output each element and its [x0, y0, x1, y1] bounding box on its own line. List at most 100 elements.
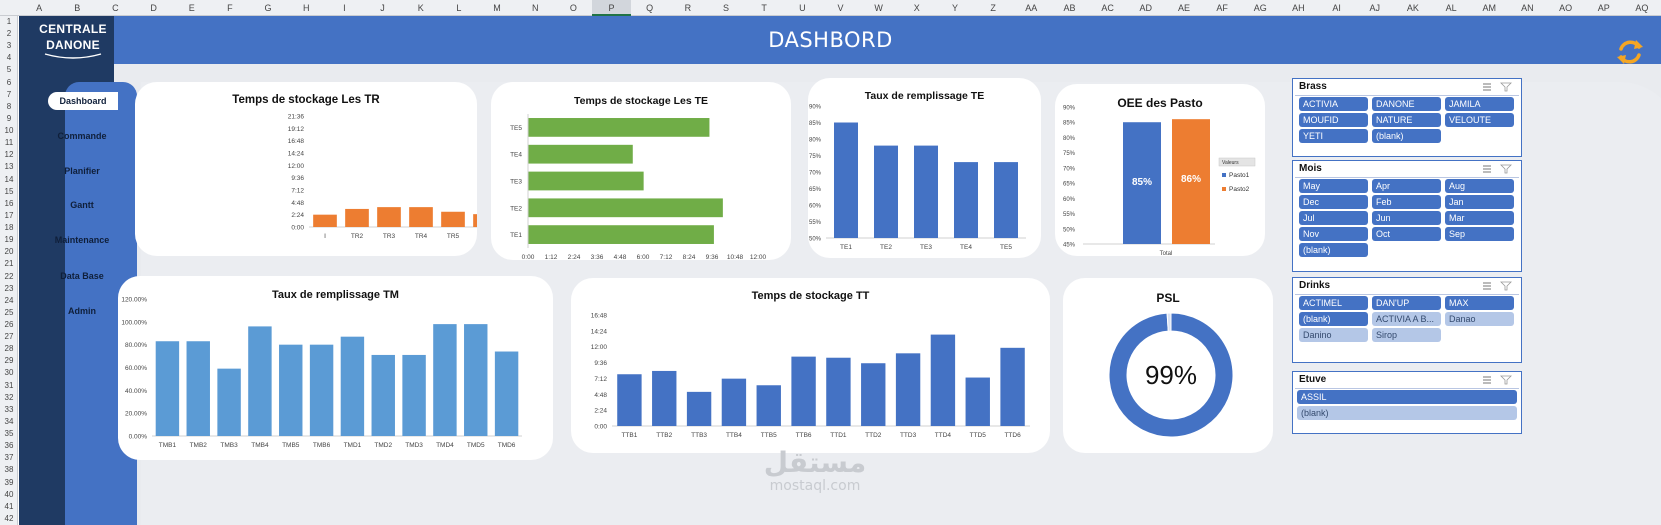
- row-header[interactable]: 32: [4, 392, 14, 402]
- bar-te3[interactable]: [914, 145, 938, 238]
- slicer-item[interactable]: Dec: [1299, 195, 1368, 209]
- row-header[interactable]: 24: [4, 295, 14, 305]
- column-header[interactable]: AN: [1521, 3, 1534, 13]
- slicer-item[interactable]: ACTIVIA: [1299, 97, 1368, 111]
- bar-ttd6[interactable]: [1000, 347, 1025, 426]
- slicer-item[interactable]: Apr: [1372, 179, 1441, 193]
- slicer-item[interactable]: (blank): [1297, 406, 1517, 420]
- column-header[interactable]: K: [417, 3, 424, 13]
- column-header[interactable]: Q: [646, 3, 654, 13]
- column-header[interactable]: L: [456, 3, 462, 13]
- chart-card-tt[interactable]: Temps de stockage TT 0:00 2:24 4:48 7:12 9:3…: [571, 278, 1050, 453]
- row-header[interactable]: 6: [6, 77, 12, 87]
- column-header[interactable]: AC: [1101, 3, 1114, 13]
- column-header[interactable]: E: [188, 3, 195, 13]
- bar-tmb1[interactable]: [155, 341, 180, 436]
- bar-tmd2[interactable]: [371, 354, 395, 436]
- column-header[interactable]: AL: [1445, 3, 1457, 13]
- column-header[interactable]: Z: [990, 3, 996, 13]
- bar-pasto1[interactable]: [1123, 122, 1161, 244]
- nav-item-commande[interactable]: Commande: [57, 131, 107, 141]
- bar-te2[interactable]: [874, 145, 898, 238]
- chart-card-oee[interactable]: OEE des Pasto 45% 50% 55% 60% 65% 70% 75% 80% 85…: [1055, 84, 1265, 256]
- column-header[interactable]: H: [302, 3, 310, 13]
- row-header[interactable]: 17: [4, 210, 14, 220]
- row-header[interactable]: 30: [4, 368, 14, 378]
- bar-te1[interactable]: [528, 225, 714, 244]
- column-header[interactable]: AJ: [1369, 3, 1381, 13]
- column-header[interactable]: J: [380, 3, 385, 13]
- bar-tmb6[interactable]: [309, 344, 334, 436]
- row-header[interactable]: 12: [4, 150, 14, 160]
- row-header[interactable]: 15: [4, 186, 14, 196]
- bar-pasto2[interactable]: [1172, 119, 1210, 244]
- slicer-item[interactable]: Sep: [1445, 227, 1514, 241]
- column-header[interactable]: AD: [1139, 3, 1153, 13]
- chart-card-psl[interactable]: PSL 99%: [1063, 278, 1273, 453]
- row-header[interactable]: 38: [4, 465, 14, 475]
- slicer-item[interactable]: (blank): [1299, 312, 1368, 326]
- row-header[interactable]: 31: [4, 380, 14, 390]
- column-header[interactable]: D: [150, 3, 157, 13]
- nav-item-planifier[interactable]: Planifier: [64, 166, 100, 176]
- row-header[interactable]: 23: [4, 283, 14, 293]
- row-header[interactable]: 20: [4, 247, 14, 257]
- column-header[interactable]: A: [36, 3, 43, 13]
- column-header[interactable]: AH: [1292, 3, 1305, 13]
- row-header[interactable]: 28: [4, 344, 14, 354]
- donut-slice[interactable]: [1108, 312, 1234, 438]
- row-header[interactable]: 36: [4, 441, 14, 451]
- bar-ttb5[interactable]: [756, 385, 781, 426]
- bar-tmd3[interactable]: [402, 354, 426, 436]
- nav-item-dashboard[interactable]: Dashboard: [48, 92, 118, 110]
- column-header[interactable]: W: [874, 3, 883, 13]
- legend-entry[interactable]: Pasto2: [1229, 186, 1250, 193]
- slicer-item[interactable]: (blank): [1372, 129, 1441, 143]
- column-header[interactable]: S: [722, 3, 729, 13]
- slicer-item[interactable]: YETI: [1299, 129, 1368, 143]
- slicer-item[interactable]: ACTIMEL: [1299, 296, 1368, 310]
- column-header[interactable]: AO: [1559, 3, 1573, 13]
- row-header[interactable]: 42: [4, 513, 14, 523]
- bar-te5[interactable]: [528, 118, 710, 137]
- column-header[interactable]: T: [761, 3, 767, 13]
- bar-tmb5[interactable]: [279, 344, 303, 436]
- bar-ttb4[interactable]: [721, 378, 747, 426]
- slicer-item[interactable]: Sirop: [1372, 328, 1441, 342]
- nav-item-admin[interactable]: Admin: [68, 306, 96, 316]
- column-header[interactable]: N: [531, 3, 539, 13]
- slicer-item[interactable]: VELOUTE: [1445, 113, 1514, 127]
- bar-te1[interactable]: [834, 122, 858, 239]
- legend-entry[interactable]: Pasto1: [1229, 172, 1250, 179]
- chart-card-tm-fill[interactable]: Taux de remplissage TM 0.00% 20.00% 40.00%…: [118, 276, 553, 460]
- row-header[interactable]: 5: [6, 65, 12, 75]
- slicer-tools-icon[interactable]: [1481, 164, 1515, 174]
- nav-item-maintenance[interactable]: Maintenance: [54, 235, 110, 245]
- nav-item-gantt[interactable]: Gantt: [70, 200, 94, 210]
- bar-ttd1[interactable]: [826, 357, 851, 426]
- column-header[interactable]: M: [493, 3, 501, 13]
- slicer-item[interactable]: (blank): [1299, 243, 1368, 257]
- bar-ttb1[interactable]: [617, 374, 642, 426]
- slicer-item[interactable]: May: [1299, 179, 1368, 193]
- bar-te4[interactable]: [528, 144, 633, 164]
- slicer-item[interactable]: NATURE: [1372, 113, 1441, 127]
- row-header[interactable]: 8: [6, 101, 12, 111]
- column-header[interactable]: AF: [1216, 3, 1228, 13]
- column-header[interactable]: AK: [1406, 3, 1419, 13]
- bar-ttd4[interactable]: [930, 334, 956, 426]
- slicer-item[interactable]: Nov: [1299, 227, 1368, 241]
- column-header[interactable]: AP: [1597, 3, 1610, 13]
- column-header[interactable]: I: [343, 3, 346, 13]
- bar-ttd3[interactable]: [895, 353, 921, 426]
- bar-tmb3[interactable]: [217, 368, 241, 436]
- row-header[interactable]: 16: [4, 198, 14, 208]
- row-header[interactable]: 25: [4, 307, 14, 317]
- bar-ttb6[interactable]: [791, 356, 816, 426]
- row-header[interactable]: 7: [6, 89, 12, 99]
- bar-tr3[interactable]: [377, 207, 401, 227]
- column-header[interactable]: P: [592, 0, 631, 16]
- chart-card-tr[interactable]: Temps de stockage Les TR 0:00 2:24 4:48 7:1…: [135, 82, 477, 256]
- bar-i[interactable]: [313, 214, 337, 227]
- column-header[interactable]: R: [684, 3, 692, 13]
